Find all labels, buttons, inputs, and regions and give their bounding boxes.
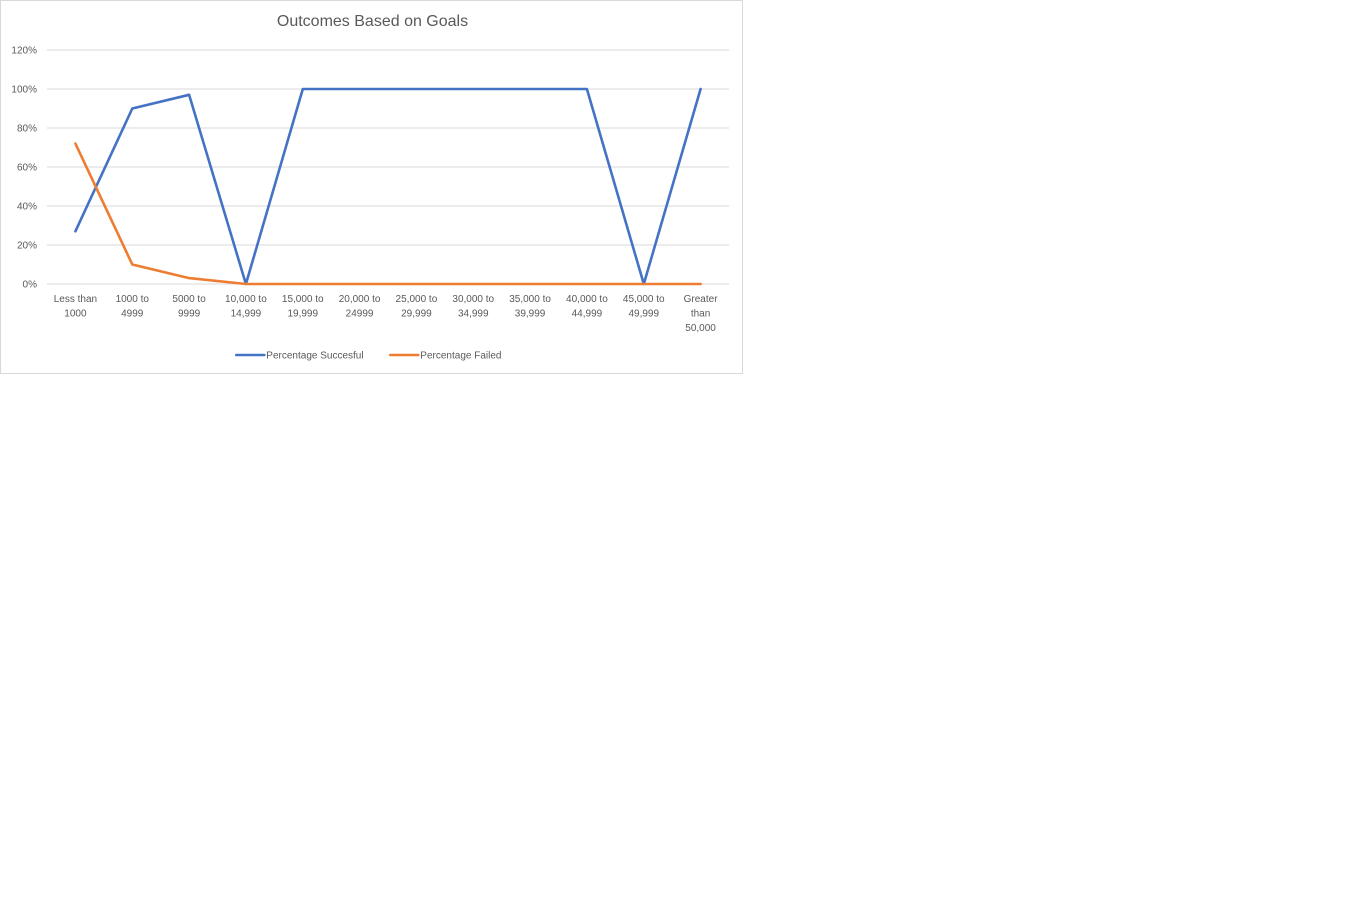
legend-label: Percentage Succesful xyxy=(266,351,363,362)
y-tick-label: 40% xyxy=(17,202,37,213)
gridlines xyxy=(47,49,729,285)
y-tick-label: 80% xyxy=(17,124,37,135)
y-tick-label: 20% xyxy=(17,241,37,252)
x-tick-label: 25,000 to 29,999 xyxy=(396,294,438,320)
x-tick-label: Less than 1000 xyxy=(54,294,97,320)
series-lines xyxy=(74,87,702,286)
legend-label: Percentage Failed xyxy=(420,351,501,362)
x-tick-label: 30,000 to 34,999 xyxy=(452,294,494,320)
series-line xyxy=(74,142,702,286)
chart-container: 0% 20% 40% 60% 80% 100% 120% Less than 1000 1000… xyxy=(0,0,743,374)
y-tick-label: 100% xyxy=(11,85,37,96)
y-axis-ticks: 0% 20% 40% 60% 80% 100% 120% xyxy=(11,46,37,291)
x-tick-label: 20,000 to 24999 xyxy=(339,294,381,320)
x-tick-label: 15,000 to 19,999 xyxy=(282,294,324,320)
line-chart: 0% 20% 40% 60% 80% 100% 120% Less than 1000 1000… xyxy=(11,46,729,362)
legend: Percentage Succesful Percentage Failed xyxy=(235,351,501,362)
y-tick-label: 120% xyxy=(11,46,37,57)
x-tick-label: 1000 to 4999 xyxy=(116,294,150,320)
chart-title: Outcomes Based on Goals xyxy=(276,13,469,30)
series-line xyxy=(74,87,702,286)
y-tick-label: 0% xyxy=(23,280,38,291)
x-tick-label: 35,000 to 39,999 xyxy=(509,294,551,320)
x-axis-ticks: Less than 1000 1000 to 4999 5000 to 9999 10,00… xyxy=(54,294,718,334)
x-tick-label: 5000 to 9999 xyxy=(172,294,206,320)
x-tick-label: 10,000 to 14,999 xyxy=(225,294,267,320)
y-tick-label: 60% xyxy=(17,163,37,174)
x-tick-label: 40,000 to 44,999 xyxy=(566,294,608,320)
x-tick-label: Greater than 50,000 xyxy=(684,294,719,334)
x-tick-label: 45,000 to 49,999 xyxy=(623,294,665,320)
